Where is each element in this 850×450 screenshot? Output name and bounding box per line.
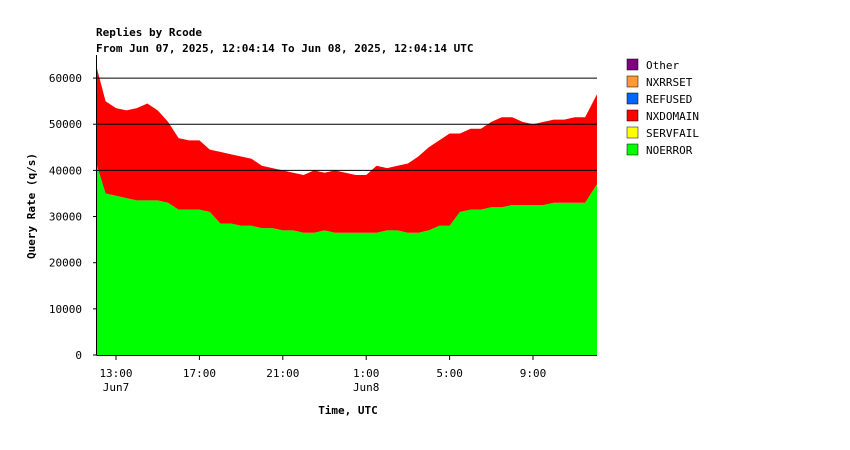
legend-label: NXRRSET <box>646 76 693 89</box>
legend: Other NXRRSET REFUSED NXDOMAIN SERVFAIL NOERR… <box>626 58 699 157</box>
y-gridlines <box>97 77 597 171</box>
x-tick-label: 9:00 <box>520 367 547 380</box>
legend-label: REFUSED <box>646 93 692 106</box>
x-tick-label: 17:00 <box>183 367 216 380</box>
y-axis-ticks: 0 10000 20000 30000 40000 50000 60000 <box>49 72 97 362</box>
legend-item-refused: REFUSED <box>626 92 692 106</box>
x-tick-label: 5:00 <box>436 367 463 380</box>
stacked-areas <box>97 68 597 355</box>
axes <box>96 55 597 356</box>
legend-item-servfail: SERVFAIL <box>626 126 699 140</box>
y-tick-label: 60000 <box>49 72 82 85</box>
legend-swatch <box>626 143 639 156</box>
legend-swatch <box>626 109 639 122</box>
legend-item-nxdomain: NXDOMAIN <box>626 109 699 123</box>
legend-swatch <box>626 58 639 71</box>
y-tick-label: 0 <box>75 349 82 362</box>
y-tick-label: 40000 <box>49 164 82 177</box>
y-axis-title: Query Rate (q/s) <box>25 153 38 259</box>
series-area-noerror <box>97 165 597 355</box>
y-tick-label: 30000 <box>49 211 82 224</box>
legend-item-noerror: NOERROR <box>626 143 693 157</box>
y-tick-label: 50000 <box>49 118 82 131</box>
legend-label: NOERROR <box>646 144 693 157</box>
x-tick-label: 13:00 <box>99 367 132 380</box>
chart-subtitle: From Jun 07, 2025, 12:04:14 To Jun 08, 2… <box>96 42 474 55</box>
x-axis-title: Time, UTC <box>318 404 378 417</box>
x-date-label: Jun8 <box>353 381 380 394</box>
legend-swatch <box>626 126 639 139</box>
legend-swatch <box>626 92 639 105</box>
series-area-nxdomain <box>97 68 597 233</box>
y-tick-label: 20000 <box>49 257 82 270</box>
y-tick-label: 10000 <box>49 303 82 316</box>
legend-swatch <box>626 75 639 88</box>
chart-title: Replies by Rcode <box>96 26 202 39</box>
legend-item-other: Other <box>626 58 679 72</box>
legend-item-nxrrset: NXRRSET <box>626 75 693 89</box>
x-tick-label: 1:00 <box>353 367 380 380</box>
legend-label: NXDOMAIN <box>646 110 699 123</box>
legend-label: Other <box>646 59 679 72</box>
legend-label: SERVFAIL <box>646 127 699 140</box>
x-date-label: Jun7 <box>103 381 130 394</box>
x-tick-label: 21:00 <box>266 367 299 380</box>
